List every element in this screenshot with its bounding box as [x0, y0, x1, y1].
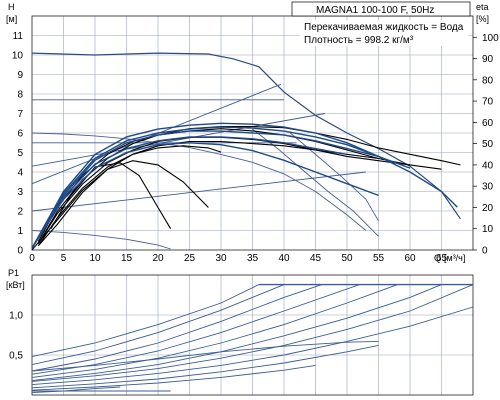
series-const_curve-7: [31, 230, 171, 250]
p1-series-10: [31, 386, 121, 394]
y-axis-unit-h: [м]: [6, 14, 17, 24]
y-left-tick-label: 6: [17, 129, 23, 140]
y-left-tick-label: 11: [13, 31, 24, 42]
p1-series-6: [31, 284, 474, 382]
y-right-tick-label: 90: [482, 54, 494, 65]
series-max_curve-0: [31, 52, 461, 220]
y-axis-unit-p1: [кВт]: [6, 280, 25, 290]
y-right-tick-label: 30: [482, 182, 494, 193]
p1-series-11: [31, 340, 379, 372]
y-right-tick-label: 0: [482, 246, 488, 257]
p1-series-0: [31, 284, 259, 358]
x-axis-unit-q: [м³/ч]: [444, 253, 465, 263]
y-left-tick-label: 0: [17, 246, 23, 257]
bottom-grid: [32, 275, 473, 395]
series-const_curve-6: [31, 132, 367, 231]
top-grid: [32, 16, 473, 250]
y-left-tick-label: 9: [17, 70, 23, 81]
series-qh-18: [31, 126, 411, 249]
series-eta-14: [37, 160, 209, 247]
annotation-density: Плотность = 998.2 кг/м³: [304, 35, 414, 46]
x-tick-label: 60: [404, 253, 416, 264]
series-eta-15: [50, 162, 172, 229]
series-qh-19: [31, 130, 379, 249]
p1-series-5: [31, 284, 442, 382]
series-eta_short-16: [31, 145, 222, 251]
y-right-tick-label: 70: [482, 97, 494, 108]
y-axis-label-eta: eta: [476, 2, 489, 12]
series-qh-20: [31, 136, 348, 249]
x-tick-label: 20: [152, 253, 164, 264]
y-left-tick-label: 3: [17, 187, 23, 198]
p1-series-3: [31, 284, 360, 375]
p1-tick-label: 0,5: [9, 351, 23, 362]
x-tick-label: 40: [278, 253, 290, 264]
y-left-tick-label: 2: [17, 207, 23, 218]
p1-series-7: [31, 306, 474, 386]
title-box: [291, 1, 471, 17]
y-right-tick-label: 50: [482, 139, 494, 150]
y-axis-label-p1: P1: [8, 268, 19, 278]
y-left-tick-label: 4: [17, 168, 23, 179]
info-box: [300, 20, 468, 46]
series-const_pressure-3: [31, 171, 366, 212]
x-tick-label: 45: [310, 253, 322, 264]
x-tick-label: 25: [184, 253, 196, 264]
x-tick-label: 10: [89, 253, 101, 264]
bottom-tick-labels: 0,5 1,0: [9, 311, 23, 362]
y-right-tick-label: 10: [482, 224, 494, 235]
y-left-tick-label: 8: [17, 90, 23, 101]
y-left-tick-label: 5: [17, 148, 23, 159]
series-qh-21: [31, 142, 379, 249]
p1-series-2: [31, 284, 322, 372]
y-right-tick-label: 40: [482, 160, 494, 171]
p1-series-1: [31, 284, 285, 366]
p1-series-4: [31, 284, 398, 378]
annotation-fluid: Перекачиваемая жидкость = Вода: [304, 22, 464, 33]
series-const_pressure-2: [31, 113, 325, 167]
series-qh_max-17: [31, 122, 458, 249]
p1-tick-label: 1,0: [9, 311, 23, 322]
x-tick-label: 55: [373, 253, 385, 264]
x-tick-label: 5: [61, 253, 67, 264]
y-left-tick-label: 10: [12, 51, 24, 62]
bottom-plot-frame: [31, 274, 474, 396]
chart-title: MAGNA1 100-100 F, 50Hz: [316, 5, 434, 16]
top-tick-labels: 0 5 10 15 20 25 30 35 40 45 50 55 60 6501234567891011…: [12, 31, 499, 264]
x-tick-label: 50: [341, 253, 353, 264]
y-axis-unit-eta: [%]: [476, 14, 489, 24]
x-tick-label: 65: [436, 253, 448, 264]
x-tick-label: 15: [121, 253, 133, 264]
y-right-tick-label: 100: [482, 33, 499, 44]
y-left-tick-label: 1: [17, 226, 23, 237]
series-eta-12: [37, 136, 411, 244]
y-right-tick-label: 80: [482, 75, 494, 86]
x-axis-label-q: Q: [434, 253, 441, 263]
top-series-group: [31, 52, 461, 251]
p1-series-8: [31, 344, 379, 389]
series-eta-11: [37, 128, 442, 244]
x-tick-label: 0: [29, 253, 35, 264]
y-axis-label-h: H: [8, 2, 15, 12]
p1-series-9: [31, 364, 316, 391]
y-right-tick-label: 20: [482, 203, 494, 214]
y-right-tick-label: 60: [482, 118, 494, 129]
x-tick-label: 35: [247, 253, 259, 264]
series-eta-13: [37, 140, 379, 247]
y-left-tick-label: 7: [17, 109, 23, 120]
bottom-series-group: [31, 283, 474, 394]
x-tick-label: 30: [215, 253, 227, 264]
